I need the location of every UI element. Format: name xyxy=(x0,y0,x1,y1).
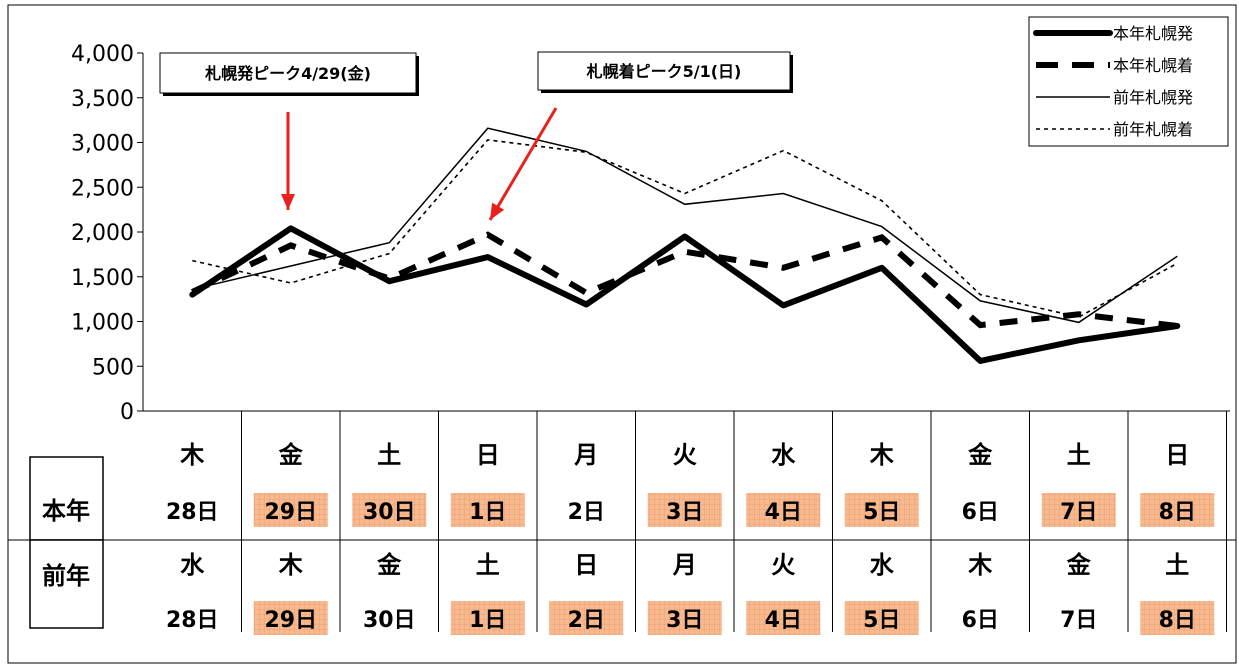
row-label: 本年 xyxy=(42,497,90,525)
weekday-label: 木 xyxy=(179,441,205,469)
row-label-box-previous xyxy=(29,539,104,629)
legend-label: 前年札幌着 xyxy=(1113,120,1193,139)
annotations: 札幌発ピーク4/29(金) 札幌着ピーク5/1(日) xyxy=(159,51,793,221)
date-label: 28日 xyxy=(166,608,219,633)
date-label: 30日 xyxy=(363,500,416,525)
weekday-label: 火 xyxy=(673,441,697,469)
date-label: 8日 xyxy=(1159,500,1196,525)
date-label: 2日 xyxy=(568,608,605,633)
date-label: 7日 xyxy=(1060,500,1097,525)
weekday-label: 土 xyxy=(377,441,401,469)
annotation-arrow-head xyxy=(281,194,295,210)
series-line-1 xyxy=(189,225,1181,364)
y-tick-label: 1,000 xyxy=(71,311,134,336)
y-tick-label: 3,000 xyxy=(71,132,134,157)
y-tick-label: 2,000 xyxy=(71,221,134,246)
plot-area: 4,000 3,500 3,000 2,500 2,000 1,500 1,000 500 0 xyxy=(71,42,1230,425)
annotation-box xyxy=(537,51,791,91)
y-tick-label: 3,500 xyxy=(71,87,134,112)
holiday-highlight xyxy=(549,601,624,635)
weekday-label: 日 xyxy=(476,441,500,469)
weekday-label: 水 xyxy=(771,441,796,469)
y-tick-label: 1,500 xyxy=(71,266,134,291)
date-label: 28日 xyxy=(166,500,219,525)
weekday-label: 水 xyxy=(180,551,205,579)
weekday-label: 土 xyxy=(476,551,500,579)
legend-label: 前年札幌発 xyxy=(1113,88,1193,107)
holiday-highlight xyxy=(1041,493,1116,527)
weekday-label: 木 xyxy=(869,441,895,469)
date-label: 3日 xyxy=(666,608,703,633)
date-label: 8日 xyxy=(1159,608,1196,633)
date-label: 30日 xyxy=(363,608,416,633)
date-table: 本年木金土日月火水木金土日28日 29日 30日 1日 2日 3日 4日 5日 6日 7日 8日前年… xyxy=(8,411,1236,635)
holiday-highlight xyxy=(647,601,722,635)
holiday-highlight xyxy=(746,493,821,527)
weekday-label: 木 xyxy=(967,551,993,579)
holiday-highlight xyxy=(844,601,919,635)
holiday-highlight xyxy=(844,493,919,527)
weekday-label: 土 xyxy=(1067,441,1091,469)
holiday-highlight xyxy=(1140,601,1215,635)
date-label: 2日 xyxy=(568,500,605,525)
date-label: 5日 xyxy=(863,500,900,525)
weekday-label: 日 xyxy=(1165,441,1189,469)
y-tick-label: 0 xyxy=(120,400,134,425)
weekday-label: 火 xyxy=(771,551,795,579)
weekday-label: 月 xyxy=(672,551,697,579)
weekday-label: 木 xyxy=(278,551,304,579)
date-label: 6日 xyxy=(962,608,999,633)
series-line-2 xyxy=(191,231,1178,329)
weekday-label: 日 xyxy=(574,551,598,579)
annotation-box xyxy=(159,52,417,94)
date-label: 7日 xyxy=(1060,608,1097,633)
annotation-text: 札幌着ピーク5/1(日) xyxy=(586,62,742,81)
legend-box xyxy=(1028,16,1229,147)
y-tick-label: 4,000 xyxy=(71,42,134,67)
annotation-arrow-shaft xyxy=(488,107,558,221)
row-label: 前年 xyxy=(42,562,90,590)
y-tick-label: 500 xyxy=(92,355,134,380)
date-label: 6日 xyxy=(962,500,999,525)
date-label: 4日 xyxy=(765,608,802,633)
holiday-highlight xyxy=(746,601,821,635)
holiday-highlight xyxy=(1140,493,1215,527)
weekday-label: 月 xyxy=(573,441,598,469)
holiday-highlight xyxy=(450,601,525,635)
date-label: 1日 xyxy=(469,500,506,525)
weekday-label: 金 xyxy=(1066,551,1092,579)
series-line-3 xyxy=(192,127,1178,324)
weekday-label: 土 xyxy=(1165,551,1189,579)
annotation-text: 札幌発ピーク4/29(金) xyxy=(204,64,371,83)
holiday-highlight xyxy=(647,493,722,527)
holiday-highlight xyxy=(253,493,328,527)
holiday-highlight xyxy=(450,493,525,527)
holiday-highlight xyxy=(253,601,328,635)
date-label: 1日 xyxy=(469,608,506,633)
holiday-highlight xyxy=(352,493,427,527)
date-label: 5日 xyxy=(863,608,900,633)
weekday-label: 水 xyxy=(870,551,895,579)
weekday-label: 金 xyxy=(278,441,304,469)
date-label: 29日 xyxy=(264,608,317,633)
date-label: 29日 xyxy=(264,500,317,525)
date-label: 4日 xyxy=(765,500,802,525)
annotation-arrow-head xyxy=(490,202,505,220)
weekday-label: 金 xyxy=(376,551,402,579)
legend-label: 本年札幌着 xyxy=(1113,56,1193,75)
y-tick-label: 2,500 xyxy=(71,176,134,201)
date-label: 3日 xyxy=(666,500,703,525)
legend-label: 本年札幌発 xyxy=(1113,24,1193,43)
weekday-label: 金 xyxy=(967,441,993,469)
